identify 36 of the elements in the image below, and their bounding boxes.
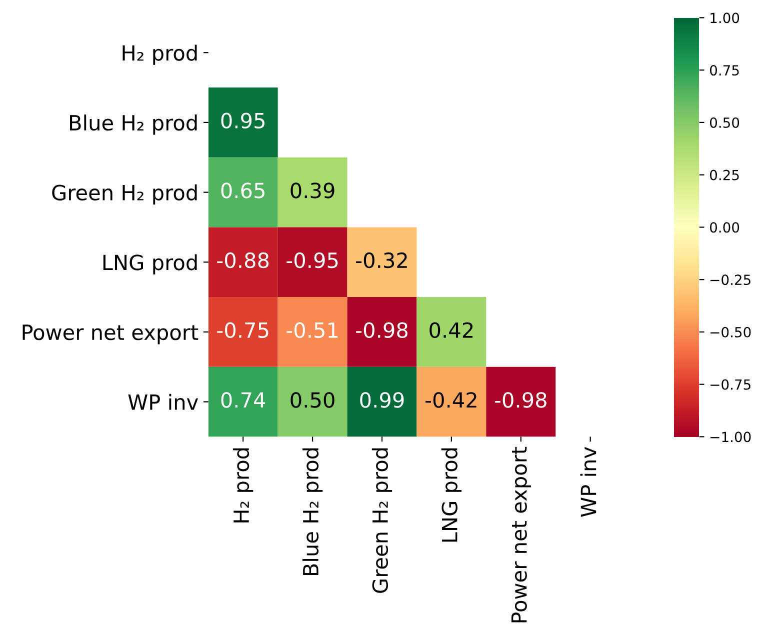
y-tick-label: H₂ prod	[122, 44, 197, 65]
color-bar-label: −0.50	[710, 326, 751, 338]
color-bar-label: 1.00	[710, 12, 740, 24]
data-label: 0.39	[290, 182, 334, 198]
x-tick-label: H₂ prod	[232, 448, 254, 522]
data-label: 0.95	[221, 112, 264, 128]
x-tick-label: Blue H₂ prod	[302, 448, 323, 576]
data-label: 0.65	[221, 182, 264, 198]
data-label: -0.75	[217, 322, 268, 338]
data-label: 0.42	[430, 322, 473, 338]
data-label: 0.50	[290, 392, 334, 408]
data-label: -0.98	[494, 392, 546, 408]
y-tick-label: Blue H₂ prod	[70, 114, 197, 135]
data-label: -0.88	[217, 252, 269, 268]
x-tick-label: LNG prod	[441, 448, 462, 542]
color-bar-label: −0.25	[710, 274, 750, 286]
x-tick-label: WP inv	[580, 447, 596, 517]
color-bar-label: 0.50	[710, 117, 740, 128]
color-bar-label: −1.00	[710, 432, 751, 442]
x-tick-label: Green H₂ prod	[372, 448, 392, 593]
y-tick-label: LNG prod	[103, 254, 197, 274]
y-tick-label: Power net export	[22, 324, 198, 344]
y-tick-label: WP inv	[128, 394, 198, 410]
data-label: -0.51	[286, 322, 338, 338]
data-label: -0.42	[425, 392, 476, 408]
color-bar-label: −0.75	[710, 379, 750, 390]
data-label: -0.32	[356, 252, 407, 268]
color-bar-label: 0.25	[710, 170, 739, 180]
data-label: -0.95	[286, 252, 338, 268]
data-label: -0.98	[356, 322, 408, 338]
color-bar-label: 0.00	[710, 222, 740, 233]
data-label: 0.74	[221, 392, 266, 408]
color-bar-label: 0.75	[710, 65, 739, 76]
data-label: 0.99	[360, 392, 404, 408]
x-tick-label: Power net export	[511, 446, 531, 622]
y-tick-label: Green H₂ prod	[52, 184, 197, 205]
